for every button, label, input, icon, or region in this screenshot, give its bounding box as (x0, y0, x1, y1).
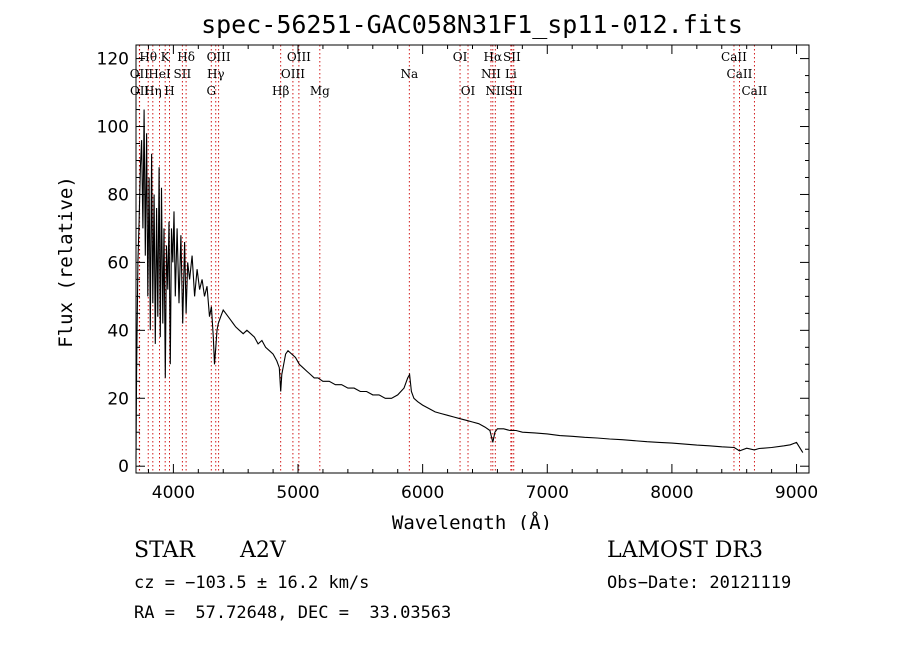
line-label: Hδ (177, 50, 195, 64)
line-label: SII (503, 50, 521, 64)
line-label: NII (481, 67, 501, 81)
line-label: CaII (721, 50, 747, 64)
x-tick-label: 5000 (276, 483, 319, 503)
plot-frame (135, 44, 810, 474)
line-label: Hη (144, 84, 162, 98)
line-label: Li (505, 67, 517, 81)
redshift-velocity: cz = −103.5 ± 16.2 km/s (134, 573, 370, 593)
x-axis-ticks: 4000 5000 6000 7000 8000 9000 (147, 45, 818, 503)
line-label: HeI (148, 67, 171, 81)
sky-coordinates: RA = 57.72648, DEC = 33.03563 (134, 603, 452, 623)
line-label: OII (130, 67, 150, 81)
spectrum-plot: spec-56251-GAC058N31F1_sp11-012.fits Hθ K… (55, 10, 818, 530)
line-label: OIII (281, 67, 305, 81)
spectrum-line (135, 109, 804, 460)
x-axis-label: Wavelength (Å) (392, 511, 552, 530)
line-label: CaII (741, 84, 767, 98)
line-label: K (161, 50, 171, 64)
y-tick-label: 120 (97, 50, 129, 70)
y-tick-label: 40 (107, 321, 129, 341)
x-tick-label: 8000 (650, 483, 693, 503)
line-label: Mg (310, 84, 330, 98)
line-label: OI (453, 50, 468, 64)
line-label: Hβ (272, 84, 289, 98)
object-class: STAR (134, 538, 195, 563)
line-label: OIII (207, 50, 231, 64)
emission-line-markers (138, 45, 755, 473)
line-label: Hθ (139, 50, 157, 64)
y-axis-ticks: 0 20 40 60 80 100 120 (97, 50, 809, 477)
line-label: G (206, 84, 216, 98)
observation-date: Obs−Date: 20121119 (607, 573, 792, 593)
line-label: OIII (287, 50, 311, 64)
x-tick-label: 4000 (152, 483, 195, 503)
x-tick-label: 7000 (526, 483, 569, 503)
line-label: SII (505, 84, 523, 98)
line-label: Hα (484, 50, 503, 64)
object-subclass: A2V (240, 538, 286, 563)
line-label: H (164, 84, 174, 98)
line-label: SII (174, 67, 192, 81)
y-tick-label: 60 (107, 253, 129, 273)
line-label: Na (400, 67, 418, 81)
line-label: OI (461, 84, 476, 98)
x-tick-label: 9000 (775, 483, 818, 503)
line-label: OII (130, 84, 150, 98)
survey-name: LAMOST DR3 (607, 538, 763, 563)
chart-title: spec-56251-GAC058N31F1_sp11-012.fits (201, 10, 743, 39)
x-tick-label: 6000 (401, 483, 444, 503)
line-label: Hγ (207, 67, 225, 81)
y-tick-label: 20 (107, 389, 129, 409)
line-label: NII (485, 84, 505, 98)
y-tick-label: 0 (118, 457, 129, 477)
y-tick-label: 80 (107, 185, 129, 205)
line-label: CaII (727, 67, 753, 81)
y-axis-label: Flux (relative) (55, 176, 77, 348)
y-tick-label: 100 (97, 118, 129, 138)
